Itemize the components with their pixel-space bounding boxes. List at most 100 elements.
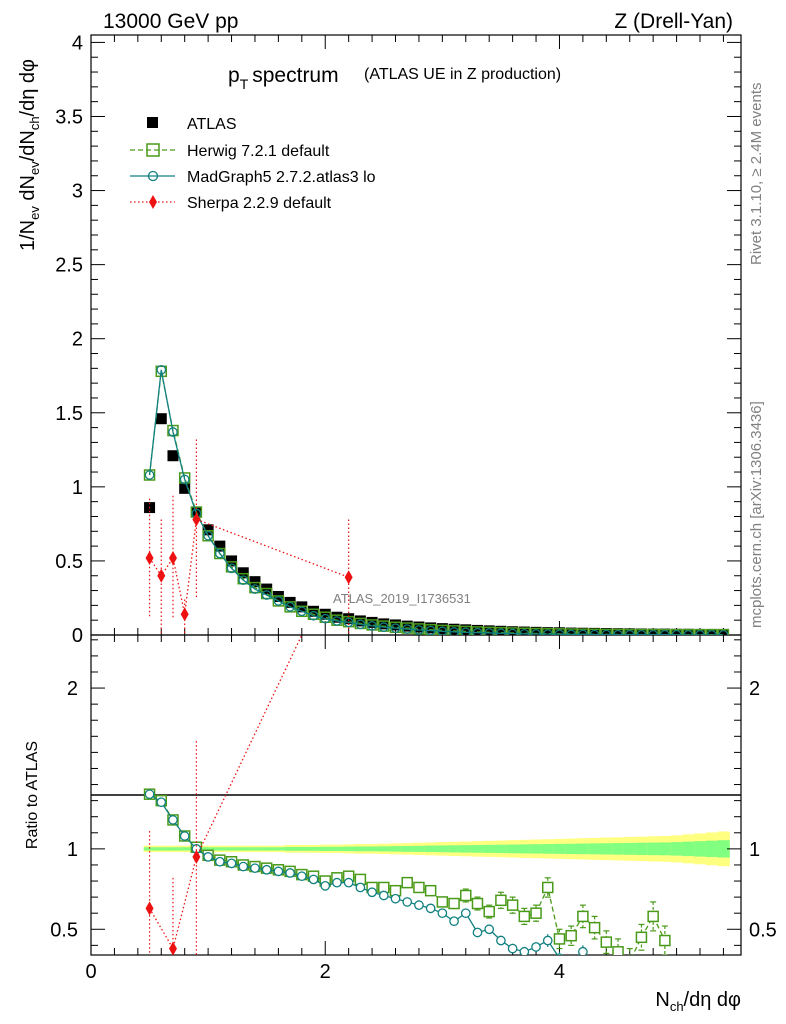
ratio-y-tick-label-right: 1 — [749, 839, 760, 861]
madgraph-data-point — [238, 575, 249, 586]
sherpa-data-point — [145, 550, 154, 565]
band-inner-segment — [295, 846, 309, 851]
madgraph-ratio-point — [261, 864, 272, 875]
herwig-data-point — [225, 561, 238, 573]
madgraph-data-point — [343, 617, 354, 628]
atlas-data-point — [249, 576, 261, 588]
atlas-data-point — [682, 628, 694, 635]
atlas-data-point — [671, 628, 683, 635]
band-inner-segment — [331, 846, 344, 851]
band-inner-segment — [588, 843, 601, 855]
herwig-data-point — [460, 625, 472, 635]
madgraph-ratio-point — [355, 882, 366, 893]
band-inner-segment — [389, 846, 402, 852]
band-inner-segment — [647, 842, 660, 856]
madgraph-data-point — [367, 620, 377, 631]
legend: ATLAS Herwig 7.2.1 default MadGraph5 2.7… — [130, 116, 376, 212]
madgraph-data-point — [624, 629, 635, 635]
atlas-data-point — [448, 623, 460, 635]
band-inner-segment — [260, 847, 274, 851]
legend-herwig-marker — [146, 143, 160, 157]
legend-sherpa-label: Sherpa 2.2.9 default — [187, 195, 332, 212]
main-y-tick-label: 1 — [72, 477, 83, 499]
madgraph-ratio-point — [449, 916, 459, 927]
band-inner-segment — [659, 842, 672, 856]
madgraph-data-point — [203, 530, 213, 541]
plot-title: pT spectrum — [228, 64, 339, 92]
band-inner-segment — [459, 845, 473, 853]
atlas-data-point — [413, 621, 425, 633]
ratio-y-tick-label: 1 — [67, 839, 78, 861]
herwig-data-point — [214, 547, 226, 560]
herwig-ratio-point — [413, 881, 425, 894]
band-inner-segment — [424, 845, 437, 853]
sherpa-ratio-point — [145, 901, 154, 916]
herwig-data-point — [249, 581, 261, 594]
madgraph-ratio-point — [402, 897, 413, 907]
atlas-data-point — [401, 620, 413, 632]
herwig-ratio-point — [530, 907, 542, 919]
sherpa-line — [149, 518, 349, 615]
madgraph-data-point — [168, 427, 178, 437]
band-inner-segment — [518, 844, 531, 854]
madgraph-ratio-point — [460, 908, 471, 919]
madgraph-data-point — [226, 563, 237, 574]
band-inner-segment — [495, 844, 508, 854]
mcplots-reference-label: mcplots.cern.ch [arXiv:1306.3436] — [748, 401, 765, 628]
atlas-data-point — [167, 450, 179, 462]
band-inner-segment — [401, 845, 414, 852]
ratio-y-axis-label: Ratio to ATLAS — [24, 741, 41, 849]
herwig-ratio-point — [625, 956, 635, 966]
atlas-data-point — [366, 616, 378, 628]
madgraph-data-point — [308, 610, 319, 621]
legend-madgraph-label: MadGraph5 2.7.2.atlas3 lo — [187, 169, 376, 186]
analysis-watermark: ATLAS_2019_I1736531 — [333, 591, 471, 606]
plot-title-rest: spectrum — [252, 64, 338, 87]
herwig-ratio-point — [401, 876, 413, 889]
band-inner-segment — [483, 844, 496, 853]
atlas-data-point — [518, 626, 530, 635]
ylabel-p1: 1/N — [17, 220, 39, 251]
ratio-y-tick-label-right: 2 — [749, 678, 760, 700]
madgraph-ratio-point — [437, 908, 448, 919]
madgraph-data-point — [660, 629, 670, 635]
madgraph-ratio-point — [296, 871, 307, 882]
madgraph-data-point — [601, 629, 612, 635]
sherpa-ratio-point — [168, 941, 177, 955]
energy-label: 13000 GeV pp — [103, 10, 238, 33]
herwig-ratio-point — [565, 929, 577, 942]
herwig-ratio-point — [471, 897, 484, 910]
atlas-data-point — [589, 627, 601, 635]
madgraph-ratio-point — [390, 893, 401, 904]
band-inner-segment — [577, 843, 590, 855]
herwig-ratio-point — [612, 946, 624, 955]
band-inner-segment — [307, 846, 320, 851]
madgraph-ratio-point — [531, 942, 541, 952]
band-inner-segment — [612, 843, 625, 855]
band-inner-segment — [623, 842, 637, 855]
main-y-tick-label: 2 — [72, 329, 83, 351]
madgraph-ratio-point — [414, 900, 424, 911]
band-inner-segment — [506, 844, 519, 854]
band-inner-segment — [670, 842, 683, 856]
band-inner-segment — [167, 847, 180, 851]
madgraph-data-point — [390, 623, 401, 634]
atlas-data-point — [624, 628, 636, 635]
band-inner-segment — [319, 846, 332, 851]
ylabel-p6: ch — [27, 116, 42, 130]
madgraph-data-point — [402, 624, 413, 634]
madgraph-data-point — [507, 628, 518, 635]
atlas-data-point — [694, 628, 706, 635]
madgraph-data-point — [718, 630, 729, 635]
band-inner-segment — [284, 846, 297, 851]
madgraph-data-point — [578, 629, 588, 635]
band-inner-segment — [682, 841, 695, 857]
madgraph-ratio-point — [367, 887, 377, 898]
madgraph-data-point — [273, 596, 284, 606]
band-inner-segment — [717, 840, 730, 858]
madgraph-ratio-point — [567, 957, 575, 965]
herwig-ratio-point — [483, 905, 495, 918]
xlabel-p3: /dη dφ — [684, 989, 741, 1011]
legend-herwig-label: Herwig 7.2.1 default — [187, 143, 330, 160]
